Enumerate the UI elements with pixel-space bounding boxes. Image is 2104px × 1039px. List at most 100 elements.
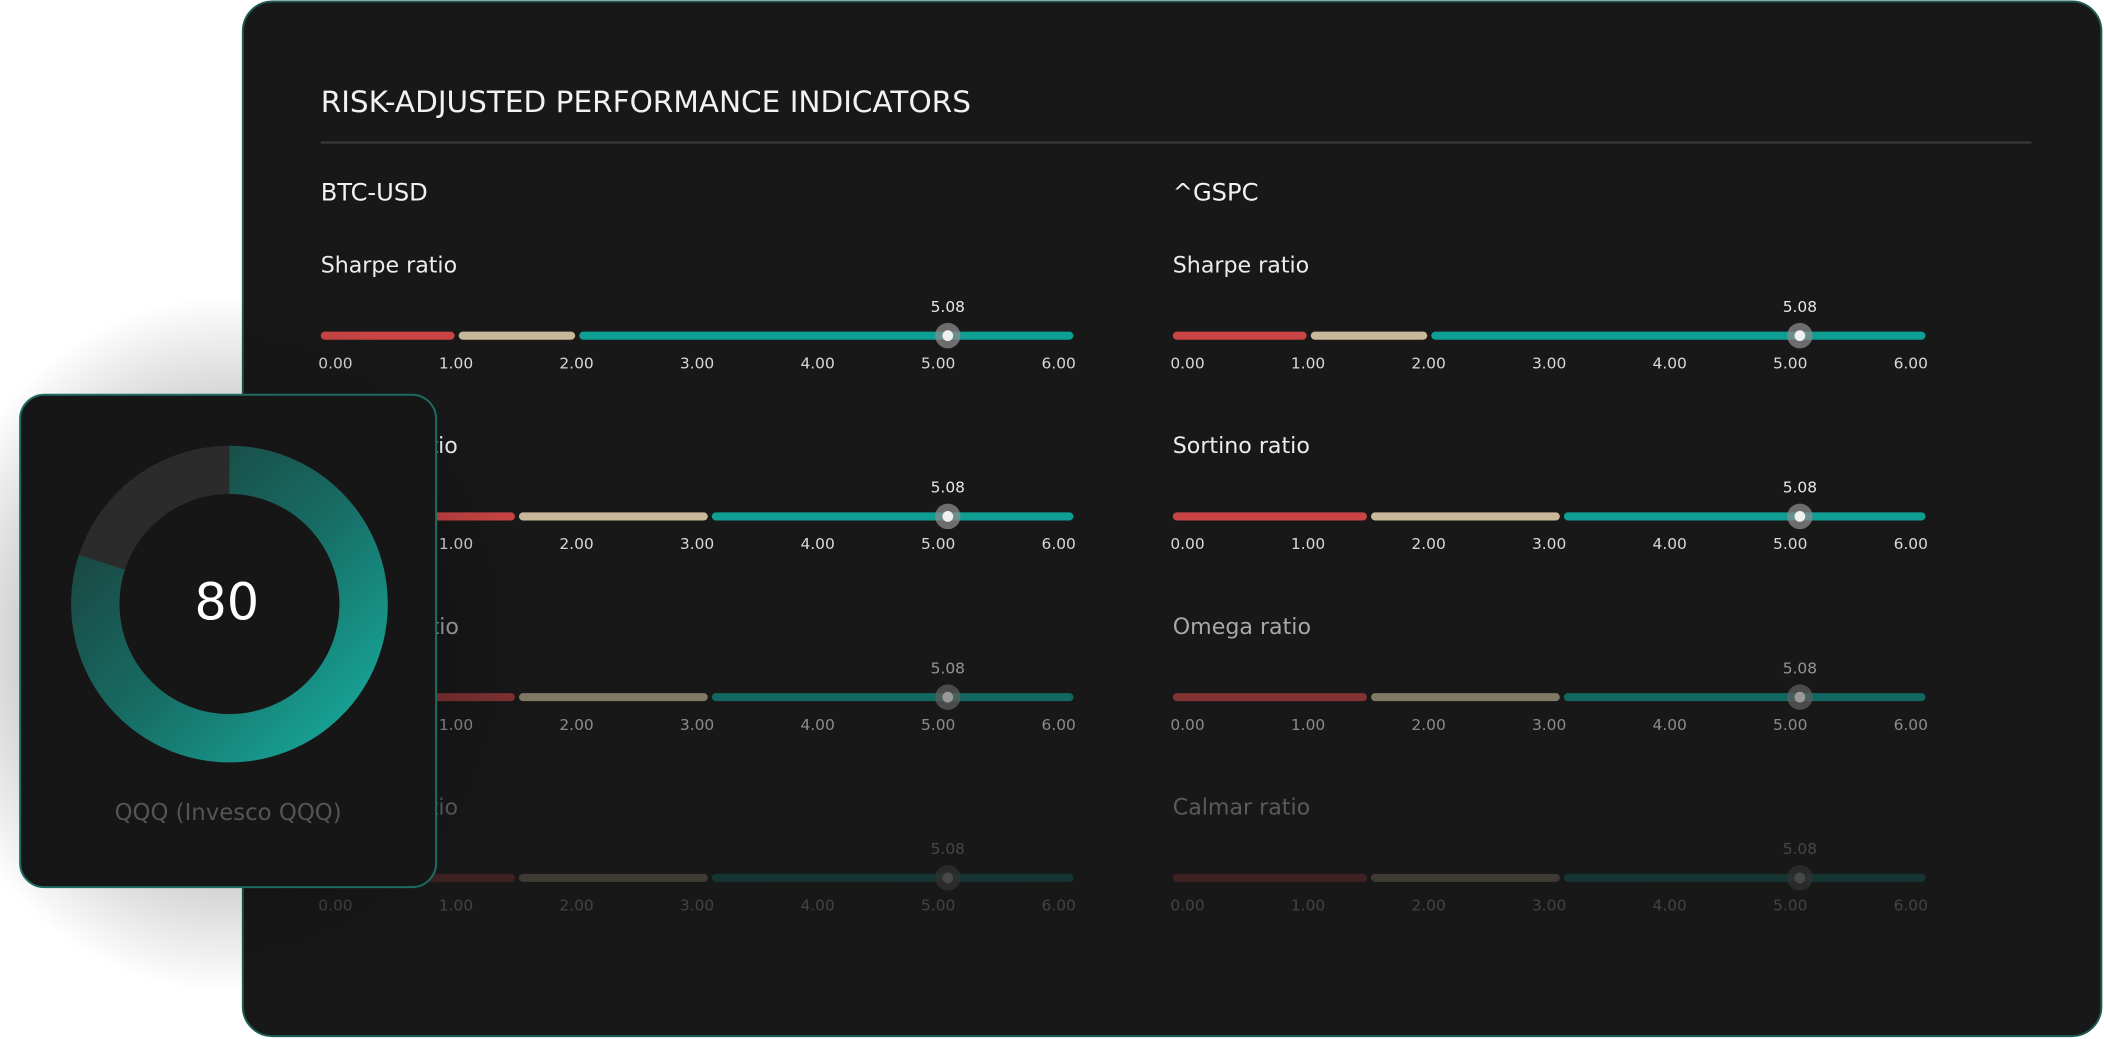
tick-label: 3.00	[680, 535, 714, 553]
score: 80	[194, 573, 259, 632]
indicator-label: Omega ratio	[1173, 614, 1311, 640]
tick-label: 3.00	[1532, 354, 1566, 372]
value-label: 5.08	[1783, 659, 1817, 677]
band	[458, 331, 576, 340]
tick-label: 5.00	[1773, 535, 1807, 553]
band	[518, 512, 708, 521]
tick-label: 2.00	[1411, 354, 1445, 372]
indicator-rows: BTC-USD Sharpe ratio 5.08 0.00 1.00 2.00 3.00 4…	[318, 178, 1928, 914]
donut-arc	[71, 445, 388, 763]
band	[1563, 873, 1926, 882]
tick-label: 4.00	[1653, 535, 1687, 553]
band	[1172, 693, 1367, 702]
band	[518, 873, 708, 882]
tick-label: 0.00	[1170, 716, 1204, 734]
marker-dot	[1794, 691, 1806, 703]
band	[1371, 693, 1560, 702]
value-label: 5.08	[931, 840, 965, 858]
tick-label: 0.00	[1170, 354, 1204, 372]
band	[1172, 331, 1307, 340]
tick-label: 5.00	[921, 897, 955, 915]
slider: 5.08 0.00 1.00 2.00 3.00 4.00 5.00 6.00	[1170, 479, 1928, 553]
indicator-label: Calmar ratio	[1173, 795, 1310, 821]
indicator-label: Sharpe ratio	[321, 252, 457, 278]
tick-label: 2.00	[559, 354, 593, 372]
tick-label: 2.00	[559, 897, 593, 915]
tick-label: 2.00	[559, 716, 593, 734]
tick-label: 4.00	[800, 716, 834, 734]
score-card: 80 QQQ (Invesco QQQ)	[19, 393, 438, 889]
tick-label: 3.00	[1532, 897, 1566, 915]
tick-label: 4.00	[1653, 716, 1687, 734]
band	[1371, 512, 1560, 521]
tick-label: 6.00	[1894, 535, 1928, 553]
value-label: 5.08	[931, 298, 965, 316]
tick-label: 6.00	[1894, 897, 1928, 915]
tick-label: 4.00	[800, 897, 834, 915]
tick-label: 1.00	[439, 354, 473, 372]
tick-label: 6.00	[1894, 716, 1928, 734]
tick-label: 6.00	[1042, 535, 1076, 553]
marker-dot	[1794, 872, 1806, 884]
band	[1310, 331, 1428, 340]
value-label: 5.08	[1783, 840, 1817, 858]
marker-dot	[942, 691, 954, 703]
slider: 5.08 0.00 1.00 2.00 3.00 4.00 5.00 6.00	[1170, 659, 1928, 733]
tick-label: 5.00	[1773, 354, 1807, 372]
marker-dot	[942, 511, 954, 522]
tick-label: 5.00	[921, 716, 955, 734]
band	[1172, 512, 1367, 521]
band	[518, 693, 708, 702]
indicator-label: Sortino ratio	[1173, 433, 1310, 459]
band	[711, 512, 1074, 521]
marker-dot	[1794, 511, 1806, 522]
tick-label: 3.00	[680, 716, 714, 734]
band	[1563, 693, 1926, 702]
tick-label: 4.00	[1653, 354, 1687, 372]
tick-label: 6.00	[1042, 897, 1076, 915]
tick-label: 6.00	[1894, 354, 1928, 372]
tick-label: 2.00	[1411, 535, 1445, 553]
band	[1563, 512, 1926, 521]
tick-label: 3.00	[680, 354, 714, 372]
tick-label: 6.00	[1042, 354, 1076, 372]
value-label: 5.08	[1783, 479, 1817, 497]
marker-halo	[1787, 865, 1813, 891]
band	[579, 331, 1074, 340]
card-label: QQQ (Invesco QQQ)	[115, 800, 342, 826]
tick-label: 5.00	[921, 535, 955, 553]
tick-label: 1.00	[439, 897, 473, 915]
band	[1431, 331, 1926, 340]
tick-label: 1.00	[1291, 897, 1325, 915]
tick-label: 6.00	[1042, 716, 1076, 734]
tick-label: 0.00	[1170, 535, 1204, 553]
tick-label: 3.00	[680, 897, 714, 915]
tick-label: 1.00	[1291, 354, 1325, 372]
tick-label: 3.00	[1532, 535, 1566, 553]
marker-dot	[942, 872, 954, 884]
band	[711, 873, 1074, 882]
band	[1172, 873, 1367, 882]
tick-label: 1.00	[1291, 716, 1325, 734]
indicator-label: Sharpe ratio	[1173, 252, 1309, 278]
tick-label: 0.00	[1170, 897, 1204, 915]
marker-dot	[1794, 330, 1806, 342]
slider: 5.08 0.00 1.00 2.00 3.00 4.00 5.00 6.00	[1170, 840, 1928, 914]
tick-label: 4.00	[800, 535, 834, 553]
value-label: 5.08	[1783, 298, 1817, 316]
panel-title: RISK-ADJUSTED PERFORMANCE INDICATORS	[321, 85, 971, 119]
marker-dot	[942, 330, 954, 342]
value-label: 5.08	[931, 479, 965, 497]
tick-label: 2.00	[1411, 897, 1445, 915]
column-name: BTC-USD	[321, 178, 428, 206]
tick-label: 2.00	[559, 535, 593, 553]
slider: 5.08 0.00 1.00 2.00 3.00 4.00 5.00 6.00	[1170, 298, 1928, 372]
band	[711, 693, 1074, 702]
tick-label: 2.00	[1411, 716, 1445, 734]
tick-label: 3.00	[1532, 716, 1566, 734]
tick-label: 1.00	[1291, 535, 1325, 553]
tick-label: 5.00	[1773, 716, 1807, 734]
marker-halo	[935, 865, 961, 891]
